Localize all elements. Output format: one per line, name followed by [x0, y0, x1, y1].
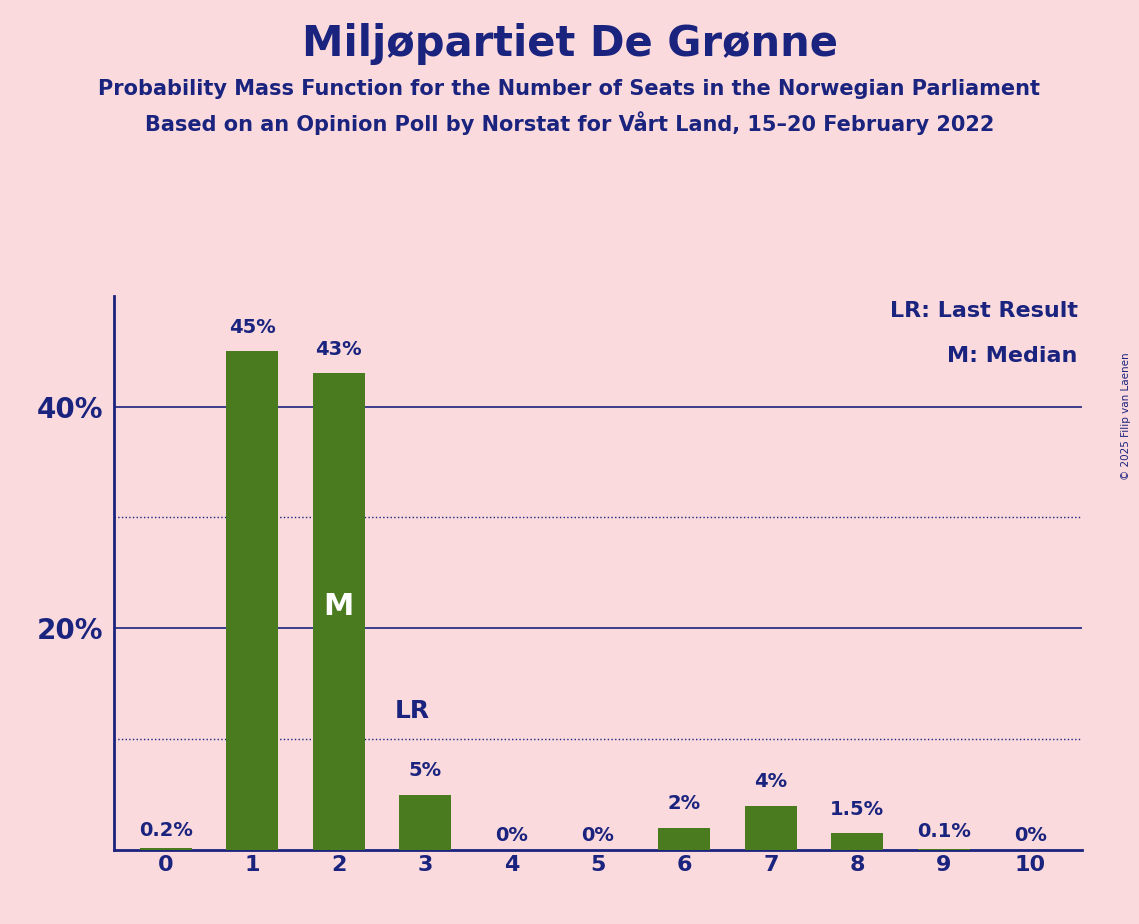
Text: LR: LR	[395, 699, 429, 723]
Bar	[227, 351, 278, 850]
Text: 5%: 5%	[409, 761, 442, 780]
Text: 0%: 0%	[1014, 825, 1047, 845]
Text: LR: Last Result: LR: Last Result	[890, 301, 1077, 322]
Text: 45%: 45%	[229, 318, 276, 336]
Text: 1.5%: 1.5%	[830, 800, 884, 819]
Bar	[918, 849, 969, 850]
Text: © 2025 Filip van Laenen: © 2025 Filip van Laenen	[1121, 352, 1131, 480]
Bar	[140, 848, 191, 850]
Text: 4%: 4%	[754, 772, 787, 791]
Bar	[399, 795, 451, 850]
Bar	[745, 806, 797, 850]
Text: 0%: 0%	[582, 825, 614, 845]
Text: M: M	[323, 591, 354, 621]
Text: Based on an Opinion Poll by Norstat for Vårt Land, 15–20 February 2022: Based on an Opinion Poll by Norstat for …	[145, 111, 994, 135]
Text: 0.1%: 0.1%	[917, 822, 970, 841]
Text: 0.2%: 0.2%	[139, 821, 192, 840]
Text: 0%: 0%	[495, 825, 528, 845]
Text: M: Median: M: Median	[948, 346, 1077, 366]
Text: 43%: 43%	[316, 340, 362, 359]
Bar	[658, 828, 711, 850]
Bar	[831, 833, 883, 850]
Text: 2%: 2%	[667, 795, 700, 813]
Text: Miljøpartiet De Grønne: Miljøpartiet De Grønne	[302, 23, 837, 65]
Bar	[313, 373, 364, 850]
Text: Probability Mass Function for the Number of Seats in the Norwegian Parliament: Probability Mass Function for the Number…	[98, 79, 1041, 99]
